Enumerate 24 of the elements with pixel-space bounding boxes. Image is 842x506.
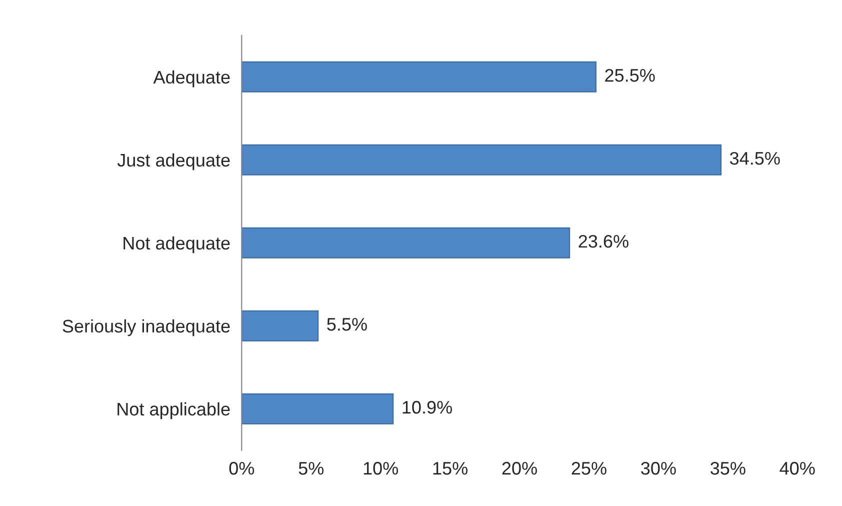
y-tick-label: Adequate bbox=[153, 70, 230, 88]
data-label: 10.9% bbox=[402, 400, 452, 414]
data-label: 25.5% bbox=[605, 68, 655, 82]
data-label: 34.5% bbox=[730, 152, 780, 165]
bar bbox=[242, 61, 596, 92]
y-tick-label: Not adequate bbox=[124, 236, 230, 254]
x-tick-label: 15% bbox=[433, 462, 468, 475]
x-tick-label: 10% bbox=[364, 462, 398, 475]
y-tick-label: Just adequate bbox=[117, 153, 230, 170]
bar bbox=[242, 227, 570, 258]
bar bbox=[242, 144, 722, 176]
x-tick-label: 5% bbox=[298, 462, 324, 475]
x-tick-label: 0% bbox=[229, 462, 254, 475]
data-label: 5.5% bbox=[327, 318, 367, 331]
bar bbox=[242, 310, 319, 342]
x-tick-label: 40% bbox=[780, 462, 815, 475]
y-tick-label: Seriously inadequate bbox=[62, 319, 230, 336]
x-tick-label: 25% bbox=[572, 462, 606, 475]
x-tick-label: 30% bbox=[641, 462, 676, 475]
data-label: 23.6% bbox=[578, 234, 628, 248]
x-tick-label: 20% bbox=[502, 462, 537, 475]
x-tick-label: 35% bbox=[710, 462, 746, 475]
bar bbox=[242, 393, 394, 424]
y-tick-label: Not applicable bbox=[118, 402, 230, 420]
